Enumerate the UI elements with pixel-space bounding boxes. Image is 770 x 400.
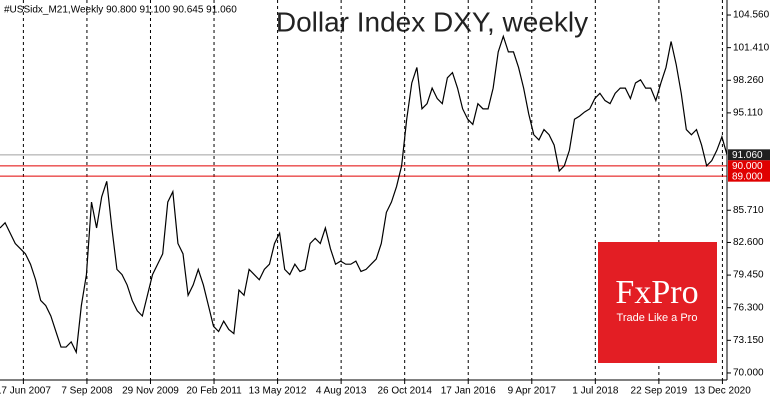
- y-tick-label: 85.710: [733, 205, 764, 216]
- y-tick-label: 76.300: [733, 302, 764, 313]
- y-tick-label: 70.000: [733, 368, 764, 379]
- level-label-box: [728, 170, 770, 182]
- y-tick-label: 82.600: [733, 237, 764, 248]
- x-tick-label: 7 Sep 2008: [61, 386, 113, 397]
- level-label-box: [728, 149, 770, 161]
- y-tick-label: 98.260: [733, 75, 764, 86]
- x-tick-label: 17 Jun 2007: [0, 386, 51, 397]
- price-line: [0, 34, 728, 355]
- y-tick-label: 79.450: [733, 270, 764, 281]
- y-tick-label: 95.110: [733, 108, 763, 119]
- level-label-box: [728, 160, 770, 172]
- x-tick-label: 1 Jul 2018: [572, 386, 619, 397]
- y-tick-label: 104.560: [733, 10, 770, 21]
- logo-box: [598, 242, 717, 363]
- logo-tagline: Trade Like a Pro: [617, 312, 698, 324]
- x-tick-label: 13 Dec 2020: [694, 386, 751, 397]
- y-tick-label: 101.410: [733, 42, 770, 53]
- level-label: 89.000: [732, 171, 763, 182]
- y-tick-label: 73.150: [733, 335, 764, 346]
- x-tick-label: 4 Aug 2013: [316, 386, 367, 397]
- x-tick-label: 20 Feb 2011: [186, 386, 242, 397]
- x-tick-label: 29 Nov 2009: [122, 386, 179, 397]
- level-label: 90.000: [732, 161, 763, 172]
- symbol-info: #USSidx_M21,Weekly 90.800 91.100 90.645 …: [4, 5, 237, 16]
- level-label: 91.060: [732, 150, 763, 161]
- x-tick-label: 17 Jan 2016: [441, 386, 496, 397]
- x-tick-label: 9 Apr 2017: [508, 386, 557, 397]
- x-tick-label: 22 Sep 2019: [631, 386, 688, 397]
- x-tick-label: 26 Oct 2014: [377, 386, 432, 397]
- x-tick-label: 13 May 2012: [249, 386, 307, 397]
- logo-brand: FxPro: [615, 274, 698, 311]
- chart-title: Dollar Index DXY, weekly: [276, 6, 588, 37]
